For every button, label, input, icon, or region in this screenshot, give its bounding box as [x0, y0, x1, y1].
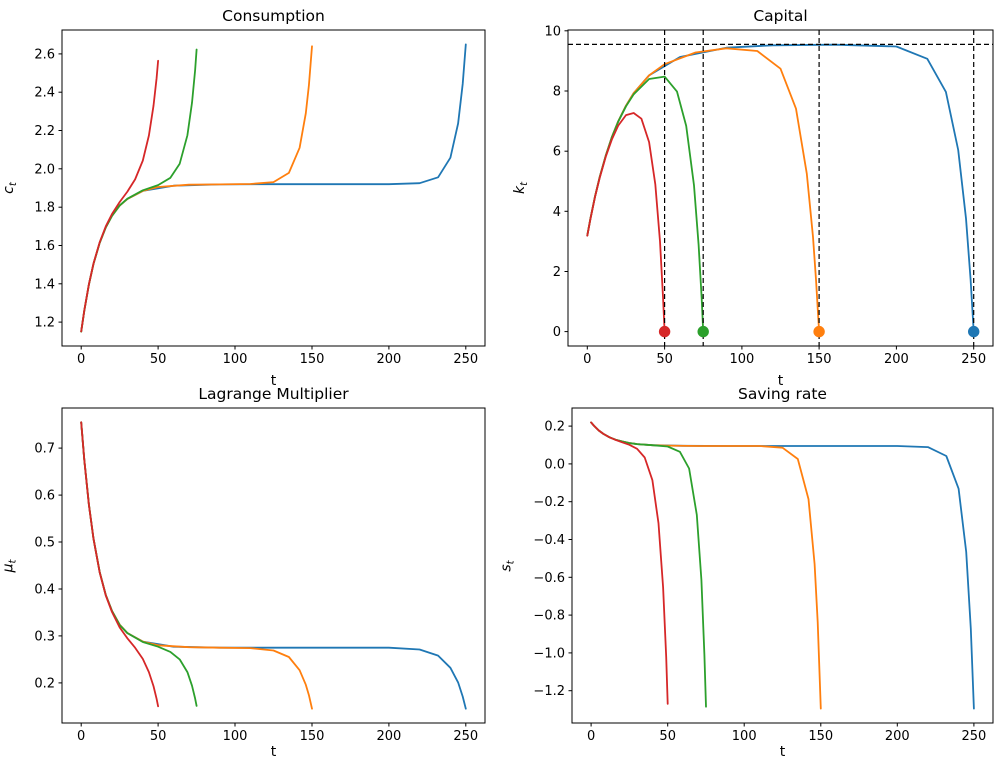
- terminal-capital-dot: [813, 325, 825, 338]
- x-axis-label-capital: t: [777, 373, 784, 389]
- y-tick-label: 2.0: [34, 162, 55, 177]
- y-tick-label: 2.4: [34, 86, 55, 101]
- y-tick-label: 1.8: [34, 201, 55, 216]
- y-tick-label: 6: [553, 145, 561, 160]
- x-tick-label: 200: [376, 729, 401, 744]
- x-tick-label: 100: [732, 729, 757, 744]
- y-tick-label: −0.8: [533, 609, 565, 624]
- series-horizon-250: [80, 43, 467, 333]
- y-axis-label-lagrange-multiplier: μt: [0, 559, 19, 573]
- terminal-capital-dot: [968, 325, 980, 338]
- x-tick-label: 150: [807, 352, 832, 367]
- chart-title-capital: Capital: [753, 7, 808, 25]
- x-tick-label: 250: [961, 352, 986, 367]
- x-tick-label: 250: [453, 352, 478, 367]
- x-tick-label: 250: [453, 729, 478, 744]
- subplot-saving-rate: 0 50 100 150 200 250 0.2 0.0 −0.2 −0.4 −0.6 −0.8 −1.…: [498, 384, 1002, 776]
- axes-spines: [61, 407, 486, 724]
- terminal-capital-dot: [697, 325, 709, 338]
- x-tick-label: 150: [808, 729, 833, 744]
- y-tick-label: 0.2: [544, 420, 565, 435]
- y-tick-label: −0.4: [533, 533, 565, 548]
- series-horizon-250: [586, 43, 975, 333]
- series-horizon-150: [80, 45, 313, 333]
- y-tick-label: 2.2: [34, 124, 55, 139]
- x-tick-label: 100: [729, 352, 754, 367]
- x-tick-label: 200: [884, 352, 909, 367]
- chart-title-saving-rate: Saving rate: [738, 385, 827, 403]
- series-horizon-250: [590, 421, 975, 710]
- y-tick-label: 1.2: [34, 316, 55, 331]
- x-tick-label: 100: [223, 729, 248, 744]
- axes-spines: [61, 29, 486, 347]
- x-tick-label: 0: [77, 352, 85, 367]
- y-tick-label: 2: [553, 265, 561, 280]
- y-tick-label: 0.0: [544, 457, 565, 472]
- series-horizon-75: [586, 75, 705, 333]
- y-tick-label: 1.6: [34, 239, 55, 254]
- terminal-capital-dot: [658, 325, 671, 338]
- series-horizon-50: [590, 421, 669, 705]
- lagrange-multiplier-plot-area: 0 50 100 150 200 250 0.2 0.3 0.4 0.5 0.6 0.7: [34, 407, 486, 744]
- y-tick-label: 8: [553, 85, 561, 100]
- y-tick-label: 0.4: [34, 583, 55, 598]
- axes-spines: [571, 407, 994, 724]
- x-tick-label: 50: [150, 729, 167, 744]
- x-tick-label: 200: [885, 729, 910, 744]
- series-horizon-150: [590, 421, 822, 710]
- x-tick-label: 100: [223, 352, 248, 367]
- y-tick-label: 10: [544, 24, 561, 39]
- y-tick-label: 0.5: [34, 536, 55, 551]
- series-horizon-75: [80, 48, 198, 333]
- y-tick-label: 0.7: [34, 442, 55, 457]
- x-axis-label-lagrange-multiplier: t: [270, 744, 277, 760]
- x-tick-label: 50: [150, 352, 167, 367]
- x-tick-label: 0: [583, 352, 591, 367]
- y-tick-label: −0.6: [533, 571, 565, 586]
- series-horizon-75: [590, 421, 707, 708]
- y-tick-label: 0.2: [34, 676, 55, 691]
- subplot-lagrange-multiplier: 0 50 100 150 200 250 0.2 0.3 0.4 0.5 0.6 0.7 Lagran…: [0, 384, 501, 776]
- x-tick-label: 200: [376, 352, 401, 367]
- series-horizon-50: [80, 59, 160, 333]
- y-tick-label: −1.0: [533, 646, 565, 661]
- axes-spines: [567, 29, 994, 347]
- y-tick-label: −0.2: [533, 495, 565, 510]
- y-tick-label: 1.4: [34, 277, 55, 292]
- x-axis-label-saving-rate: t: [779, 744, 786, 760]
- chart-title-lagrange-multiplier: Lagrange Multiplier: [198, 385, 349, 403]
- y-axis-label-consumption: ct: [0, 182, 19, 194]
- series-horizon-50: [80, 421, 160, 708]
- y-tick-label: 0.6: [34, 489, 55, 504]
- x-tick-label: 0: [77, 729, 85, 744]
- consumption-plot-area: 0 50 100 150 200 250 1.2 1.4 1.6 1.8 2.0 2.2 2.4 2.6: [34, 29, 486, 367]
- x-tick-label: 0: [587, 729, 595, 744]
- x-axis-label-consumption: t: [270, 373, 277, 389]
- saving-rate-plot-area: 0 50 100 150 200 250 0.2 0.0 −0.2 −0.4 −0.6 −0.8 −1.…: [533, 407, 994, 744]
- y-axis-label-capital: kt: [512, 181, 531, 195]
- y-tick-label: 2.6: [34, 47, 55, 62]
- series-horizon-150: [80, 421, 313, 710]
- x-tick-label: 150: [300, 352, 325, 367]
- chart-title-consumption: Consumption: [222, 7, 325, 25]
- subplot-capital: 0 50 100 150 200 250 0 2 4 6 8 10 Capital kt t: [501, 0, 1002, 389]
- y-tick-label: 0: [553, 325, 561, 340]
- subplot-consumption: 0 50 100 150 200 250 1.2 1.4 1.6 1.8 2.0 2.2 2.4 2.6 …: [0, 0, 501, 389]
- series-horizon-50: [586, 112, 666, 333]
- x-tick-label: 250: [961, 729, 986, 744]
- y-tick-label: 4: [553, 205, 561, 220]
- x-tick-label: 150: [300, 729, 325, 744]
- x-tick-label: 50: [656, 352, 673, 367]
- y-tick-label: 0.3: [34, 629, 55, 644]
- y-tick-label: −1.2: [533, 684, 565, 699]
- x-tick-label: 50: [659, 729, 676, 744]
- series-horizon-250: [80, 421, 467, 710]
- y-axis-label-saving-rate: st: [498, 560, 517, 572]
- capital-plot-area: 0 50 100 150 200 250 0 2 4 6 8 10: [544, 24, 994, 367]
